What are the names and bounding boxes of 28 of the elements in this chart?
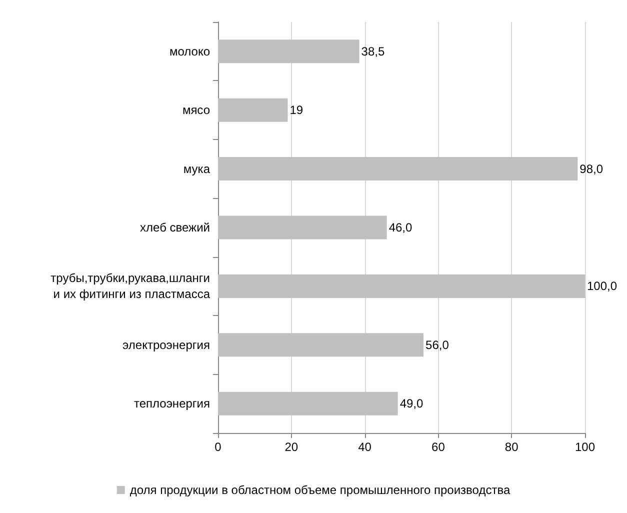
data-label: 19 bbox=[290, 103, 304, 118]
x-tick-label: 80 bbox=[504, 440, 519, 454]
y-tick-label: молоко bbox=[169, 44, 210, 58]
x-tick-label: 100 bbox=[574, 440, 596, 454]
data-label: 98,0 bbox=[580, 162, 604, 176]
x-tick-label: 40 bbox=[358, 440, 372, 454]
bar bbox=[218, 392, 398, 416]
bar bbox=[218, 274, 585, 298]
y-tick-label: теплоэнергия bbox=[134, 396, 210, 411]
bar bbox=[218, 216, 387, 240]
data-label: 46,0 bbox=[388, 220, 412, 234]
bar bbox=[218, 333, 424, 357]
x-tick-label: 0 bbox=[214, 440, 222, 454]
x-tick-label: 20 bbox=[284, 440, 298, 454]
x-tick-label: 60 bbox=[432, 440, 446, 454]
data-label: 38,5 bbox=[361, 44, 385, 58]
data-label: 100,0 bbox=[587, 279, 618, 294]
data-label: 56,0 bbox=[426, 338, 450, 352]
bar bbox=[218, 98, 288, 122]
data-label: 49,0 bbox=[400, 396, 424, 411]
legend-label: доля продукции в областном объеме промышленного производства bbox=[130, 483, 510, 497]
bar bbox=[218, 40, 360, 64]
y-tick-label: трубы,трубки,рукава,шланги и их фитинги из пластмасса bbox=[50, 271, 210, 302]
y-tick-label: мука bbox=[183, 162, 210, 176]
y-tick-label: хлеб свежий bbox=[140, 220, 210, 234]
bar bbox=[218, 157, 578, 181]
y-tick-label: электроэнергия bbox=[122, 338, 210, 352]
y-tick-label: мясо bbox=[182, 103, 210, 118]
